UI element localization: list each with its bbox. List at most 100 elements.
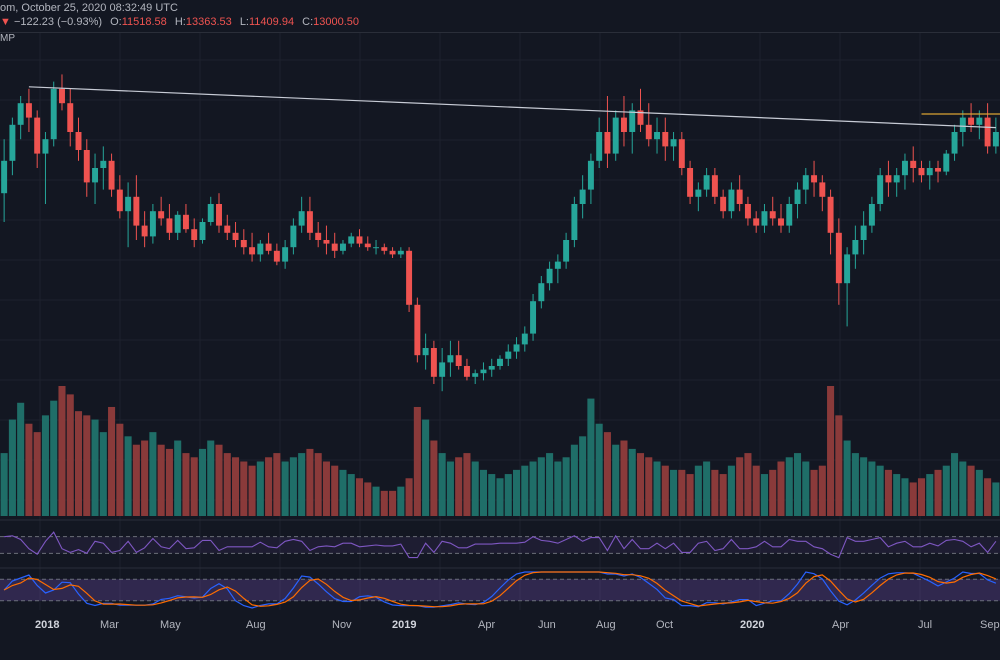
candle bbox=[17, 96, 24, 140]
volume-bar bbox=[909, 482, 917, 516]
open-value: 11518.58 bbox=[121, 16, 167, 28]
candle-body bbox=[554, 261, 561, 269]
candlestick-series bbox=[1, 74, 999, 392]
candle-body bbox=[414, 304, 421, 356]
candle-body bbox=[744, 204, 751, 219]
candle-body bbox=[340, 243, 346, 251]
volume-bar bbox=[744, 453, 752, 516]
volume-bar bbox=[785, 457, 793, 516]
candle bbox=[331, 232, 338, 258]
candle-body bbox=[761, 211, 768, 226]
candle-body bbox=[802, 175, 809, 190]
candle bbox=[637, 88, 644, 132]
candle-body bbox=[1, 160, 8, 194]
candle-body bbox=[612, 117, 619, 154]
volume-bar bbox=[992, 482, 1000, 516]
candle-body bbox=[306, 211, 313, 233]
candle-body bbox=[356, 236, 363, 244]
candle bbox=[604, 96, 611, 168]
candle-body bbox=[50, 88, 57, 140]
volume-bar bbox=[620, 440, 628, 516]
candle-body bbox=[232, 232, 239, 240]
candle-body bbox=[497, 358, 503, 366]
candle-body bbox=[100, 160, 107, 168]
candle-body bbox=[430, 348, 437, 377]
candle bbox=[273, 243, 280, 266]
indicator-label: MP bbox=[0, 33, 15, 44]
volume-bar bbox=[835, 415, 843, 516]
volume-bar bbox=[364, 482, 372, 516]
volume-bar bbox=[165, 448, 173, 516]
volume-bar bbox=[579, 436, 587, 516]
candle bbox=[703, 168, 710, 197]
candle-body bbox=[827, 196, 834, 233]
candle-body bbox=[315, 232, 322, 240]
volume-bar bbox=[8, 419, 16, 516]
candle-body bbox=[480, 369, 487, 374]
candle-body bbox=[397, 250, 404, 255]
volume-bar bbox=[99, 432, 107, 516]
candle bbox=[340, 240, 346, 255]
volume-bar bbox=[124, 436, 132, 516]
candle-body bbox=[42, 139, 49, 154]
volume-bar bbox=[397, 486, 405, 516]
candle bbox=[505, 344, 512, 366]
candle-body bbox=[92, 168, 99, 183]
volume-bar bbox=[512, 469, 521, 516]
candle bbox=[819, 175, 826, 212]
candle bbox=[687, 160, 694, 204]
candle bbox=[298, 196, 305, 233]
volume-bar bbox=[339, 469, 347, 516]
candle bbox=[943, 150, 950, 176]
candle-body bbox=[75, 132, 82, 150]
candle-body bbox=[835, 232, 842, 284]
price-chart[interactable] bbox=[0, 0, 1000, 610]
candle-body bbox=[794, 189, 801, 204]
candle-body bbox=[166, 218, 173, 233]
volume-bar bbox=[248, 465, 256, 516]
candle bbox=[149, 204, 156, 244]
candle-body bbox=[885, 175, 892, 183]
volume-bar bbox=[463, 453, 471, 516]
volume-bar bbox=[951, 453, 959, 516]
candle-body bbox=[257, 243, 264, 255]
candle-body bbox=[720, 196, 727, 212]
volume-bar bbox=[0, 453, 8, 516]
volume-bar bbox=[25, 423, 33, 516]
candle bbox=[158, 196, 165, 226]
candle bbox=[25, 88, 32, 132]
volume-bar bbox=[132, 444, 140, 516]
candle bbox=[885, 160, 892, 197]
candle-body bbox=[918, 168, 925, 176]
candle-body bbox=[596, 132, 603, 161]
candle-body bbox=[943, 153, 950, 172]
volume-bar bbox=[182, 453, 190, 516]
volume-bar bbox=[711, 469, 719, 516]
candle-body bbox=[174, 214, 181, 233]
volume-bar bbox=[240, 461, 248, 516]
volume-bar bbox=[281, 461, 289, 516]
candle bbox=[521, 326, 528, 352]
candle bbox=[530, 294, 537, 341]
candle bbox=[678, 132, 685, 176]
volume-bar bbox=[860, 457, 868, 516]
volume-bar bbox=[141, 440, 149, 516]
candle bbox=[662, 117, 669, 161]
candle-body bbox=[158, 211, 165, 219]
candle bbox=[397, 247, 404, 258]
candle-body bbox=[662, 132, 669, 147]
candle-body bbox=[67, 103, 74, 132]
candle-body bbox=[860, 225, 867, 240]
candle-body bbox=[571, 204, 578, 240]
time-axis-tick: Oct bbox=[656, 619, 674, 631]
volume-bar bbox=[74, 411, 83, 516]
candle bbox=[711, 168, 718, 204]
candle bbox=[654, 117, 660, 154]
candle-body bbox=[207, 204, 214, 222]
candle-body bbox=[191, 229, 198, 240]
candle bbox=[488, 358, 495, 377]
stoch-d-line bbox=[3, 571, 997, 608]
volume-bar bbox=[975, 469, 983, 516]
candle bbox=[778, 204, 784, 233]
time-axis-tick: Mar bbox=[100, 619, 119, 631]
